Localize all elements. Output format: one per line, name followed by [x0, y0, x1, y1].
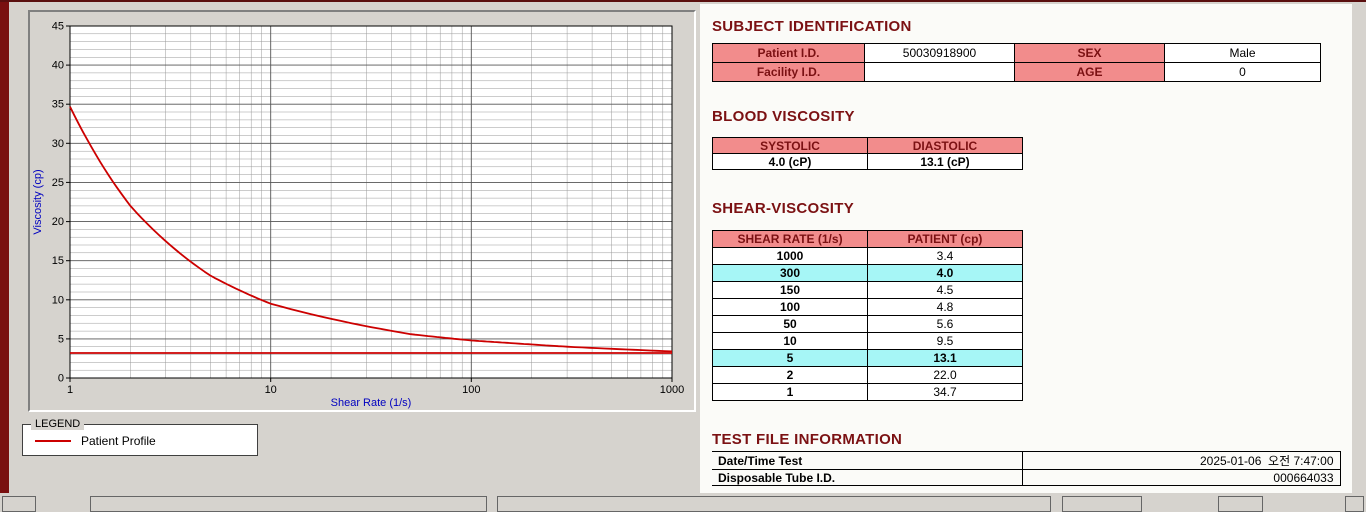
svg-text:1000: 1000	[660, 384, 684, 396]
svg-text:40: 40	[52, 60, 64, 72]
legend-title: LEGEND	[31, 418, 85, 430]
diastolic-value: 13.1 (cP)	[867, 153, 1023, 170]
shear-rate-cell: 5	[712, 349, 868, 367]
facility-id-label: Facility I.D.	[712, 62, 865, 82]
patient-cp-cell: 9.5	[867, 332, 1023, 350]
shear-rate-header: SHEAR RATE (1/s)	[712, 230, 868, 248]
patient-profile-line-swatch	[35, 440, 71, 442]
svg-text:30: 30	[52, 138, 64, 150]
disposable-tube-id-label: Disposable Tube I.D.	[712, 469, 1023, 486]
shear-row: 1 34.7	[712, 383, 1023, 401]
disposable-tube-id-value: 000664033	[1022, 469, 1341, 486]
systolic-value: 4.0 (cP)	[712, 153, 868, 170]
bottom-widget[interactable]	[2, 496, 36, 512]
shear-row: 300 4.0	[712, 264, 1023, 282]
legend-item-label: Patient Profile	[81, 434, 156, 448]
svg-text:20: 20	[52, 216, 64, 228]
test-file-row: Disposable Tube I.D. 000664033	[712, 469, 1341, 486]
shear-rate-cell: 50	[712, 315, 868, 333]
shear-header-row: SHEAR RATE (1/s) PATIENT (cp)	[712, 230, 1023, 248]
svg-text:0: 0	[58, 373, 64, 385]
shear-rate-cell: 2	[712, 366, 868, 384]
patient-cp-cell: 3.4	[867, 247, 1023, 265]
patient-cp-cell: 34.7	[867, 383, 1023, 401]
shear-rate-cell: 150	[712, 281, 868, 299]
shear-row: 1000 3.4	[712, 247, 1023, 265]
svg-text:15: 15	[52, 255, 64, 267]
age-value: 0	[1164, 62, 1321, 82]
patient-cp-cell: 22.0	[867, 366, 1023, 384]
diastolic-header: DIASTOLIC	[867, 137, 1023, 154]
blood-viscosity-title: BLOOD VISCOSITY	[712, 108, 855, 125]
shear-rate-cell: 1	[712, 383, 868, 401]
report-column: SUBJECT IDENTIFICATION Patient I.D. 5003…	[712, 2, 1357, 510]
test-file-row: Date/Time Test 2025-01-06 오전 7:47:00	[712, 451, 1341, 470]
subject-row: Facility I.D. AGE 0	[712, 62, 1321, 82]
bottom-widget[interactable]	[1062, 496, 1142, 512]
date-time-test-value: 2025-01-06 오전 7:47:00	[1022, 451, 1341, 470]
svg-text:35: 35	[52, 99, 64, 111]
svg-text:10: 10	[52, 294, 64, 306]
systolic-header: SYSTOLIC	[712, 137, 868, 154]
date-time-test-label: Date/Time Test	[712, 451, 1023, 470]
shear-row: 10 9.5	[712, 332, 1023, 350]
shear-row: 150 4.5	[712, 281, 1023, 299]
facility-id-value	[864, 62, 1015, 82]
svg-text:10: 10	[265, 384, 277, 396]
shear-rate-cell: 300	[712, 264, 868, 282]
bottom-widget[interactable]	[90, 496, 487, 512]
left-accent-strip	[0, 2, 9, 493]
patient-cp-cell: 4.8	[867, 298, 1023, 316]
svg-text:25: 25	[52, 177, 64, 189]
bottom-widget[interactable]	[1345, 496, 1364, 512]
blood-viscosity-table: SYSTOLIC DIASTOLIC 4.0 (cP) 13.1 (cP)	[712, 137, 1023, 170]
patient-id-value: 50030918900	[864, 43, 1015, 63]
patient-id-label: Patient I.D.	[712, 43, 865, 63]
patient-cp-cell: 5.6	[867, 315, 1023, 333]
patient-cp-cell: 4.0	[867, 264, 1023, 282]
shear-rate-cell: 10	[712, 332, 868, 350]
test-file-information-title: TEST FILE INFORMATION	[712, 431, 903, 448]
patient-cp-header: PATIENT (cp)	[867, 230, 1023, 248]
age-label: AGE	[1014, 62, 1165, 82]
shear-row: 2 22.0	[712, 366, 1023, 384]
subject-row: Patient I.D. 50030918900 SEX Male	[712, 43, 1321, 63]
sex-value: Male	[1164, 43, 1321, 63]
patient-cp-cell: 13.1	[867, 349, 1023, 367]
shear-row: 100 4.8	[712, 298, 1023, 316]
bottom-widget[interactable]	[1218, 496, 1263, 512]
chart-legend: LEGEND Patient Profile	[22, 418, 258, 456]
viscosity-chart-panel: 0 5 10 15 20 25 30 35 40 45 1 10 100 1000 Shear Rate (…	[28, 10, 696, 412]
shear-rate-cell: 100	[712, 298, 868, 316]
shear-row: 5 13.1	[712, 349, 1023, 367]
shear-row: 50 5.6	[712, 315, 1023, 333]
patient-cp-cell: 4.5	[867, 281, 1023, 299]
sex-label: SEX	[1014, 43, 1165, 63]
subject-identification-title: SUBJECT IDENTIFICATION	[712, 18, 912, 35]
blood-value-row: 4.0 (cP) 13.1 (cP)	[712, 153, 1023, 170]
svg-text:5: 5	[58, 333, 64, 345]
svg-text:Shear Rate (1/s): Shear Rate (1/s)	[331, 397, 412, 409]
legend-item: Patient Profile	[23, 430, 257, 448]
subject-identification-table: Patient I.D. 50030918900 SEX Male Facili…	[712, 43, 1321, 82]
shear-rate-cell: 1000	[712, 247, 868, 265]
svg-text:100: 100	[462, 384, 480, 396]
shear-viscosity-title: SHEAR-VISCOSITY	[712, 200, 855, 217]
blood-header-row: SYSTOLIC DIASTOLIC	[712, 137, 1023, 154]
bottom-widget[interactable]	[497, 496, 1051, 512]
svg-text:1: 1	[67, 384, 73, 396]
test-file-information-table: Date/Time Test 2025-01-06 오전 7:47:00 Dis…	[712, 451, 1341, 486]
viscosity-chart: 0 5 10 15 20 25 30 35 40 45 1 10 100 1000 Shear Rate (…	[32, 21, 684, 410]
svg-text:45: 45	[52, 21, 64, 33]
svg-text:Viscosity (cp): Viscosity (cp)	[32, 169, 44, 234]
shear-viscosity-table: SHEAR RATE (1/s) PATIENT (cp) 1000 3.4 300…	[712, 230, 1023, 401]
